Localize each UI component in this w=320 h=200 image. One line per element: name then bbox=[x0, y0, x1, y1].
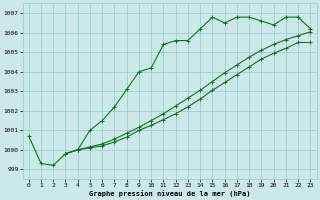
X-axis label: Graphe pression niveau de la mer (hPa): Graphe pression niveau de la mer (hPa) bbox=[89, 190, 250, 197]
